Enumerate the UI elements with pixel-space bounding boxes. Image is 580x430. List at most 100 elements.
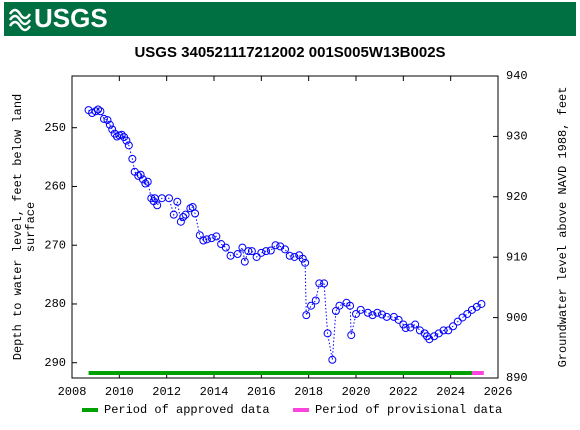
data-point	[301, 258, 310, 267]
data-point	[252, 252, 261, 261]
data-point	[91, 107, 100, 116]
data-point	[105, 120, 114, 129]
x-tick-label: 2014	[200, 385, 229, 399]
data-point	[281, 245, 289, 254]
data-point	[307, 301, 316, 310]
x-tick-label: 2024	[436, 385, 465, 399]
x-tick-label: 2012	[152, 385, 181, 399]
data-point	[221, 243, 230, 252]
data-line	[88, 108, 482, 360]
data-point	[143, 177, 152, 186]
data-point	[257, 248, 266, 257]
data-point	[266, 246, 275, 255]
data-point	[103, 116, 112, 125]
legend-label: Period of provisional data	[315, 403, 502, 417]
y2-tick-label: 900	[506, 311, 528, 325]
y-axis-label: Depth to water level, feet below land su…	[11, 94, 38, 360]
y-tick-label: 290	[44, 356, 66, 370]
data-point	[290, 252, 299, 261]
data-point	[347, 331, 356, 340]
data-point	[199, 236, 208, 245]
data-point	[346, 301, 355, 310]
y-tick-label: 280	[44, 297, 66, 311]
y2-tick-label: 910	[506, 250, 528, 264]
data-point	[244, 247, 253, 256]
x-tick-label: 2022	[389, 385, 418, 399]
data-point	[394, 315, 403, 324]
data-point	[212, 232, 221, 241]
data-point	[233, 250, 242, 259]
x-tick-label: 2020	[342, 385, 371, 399]
x-tick-label: 2016	[247, 385, 276, 399]
data-point	[207, 234, 216, 243]
data-point	[477, 299, 486, 308]
data-point	[328, 355, 337, 364]
x-tick-label: 2018	[294, 385, 323, 399]
data-point	[240, 257, 249, 266]
y2-tick-label: 920	[506, 190, 528, 204]
data-point	[176, 217, 185, 226]
data-point	[401, 324, 410, 333]
y-label-line: surface	[24, 202, 38, 252]
y2-tick-label: 940	[506, 69, 528, 83]
data-point	[368, 311, 377, 320]
y-label-line: Depth to water level, feet below land	[11, 94, 25, 360]
data-point	[226, 251, 235, 260]
data-point	[315, 279, 324, 288]
data-point	[298, 254, 307, 263]
data-point	[311, 296, 320, 305]
data-point	[444, 326, 453, 335]
data-point	[141, 179, 150, 188]
data-point	[449, 322, 458, 331]
data-point	[247, 247, 256, 256]
data-point	[320, 279, 329, 288]
data-point	[323, 329, 332, 338]
x-tick-label: 2010	[105, 385, 134, 399]
data-point	[117, 130, 126, 139]
header-bar	[4, 2, 576, 36]
data-point	[173, 197, 182, 206]
x-tick-label: 2026	[484, 385, 513, 399]
x-tick-label: 2008	[58, 385, 87, 399]
logo: USGS	[34, 3, 108, 33]
y2-tick-label: 930	[506, 130, 528, 144]
data-point	[439, 326, 448, 335]
y2-axis-label: Groundwater level above NAVD 1988, feet	[556, 87, 570, 368]
chart-title: USGS 340521117212002 001S005W13B002S	[134, 44, 445, 61]
plot-frame	[71, 75, 499, 379]
data-point	[136, 170, 145, 179]
data-point	[153, 201, 162, 210]
data-point	[169, 210, 178, 219]
data-point	[96, 107, 105, 116]
data-point	[453, 317, 462, 326]
data-point	[191, 209, 200, 218]
data-point	[202, 235, 211, 244]
data-point	[94, 105, 103, 114]
data-point	[165, 194, 174, 203]
data-point	[411, 320, 420, 329]
y-tick-label: 270	[44, 238, 66, 252]
data-point	[352, 309, 360, 318]
data-point	[285, 251, 294, 260]
data-point	[179, 213, 188, 222]
data-point	[335, 301, 344, 310]
logo-icon	[8, 8, 32, 32]
data-point	[463, 309, 472, 318]
data-point	[271, 241, 280, 250]
data-point	[238, 243, 247, 252]
data-point	[363, 308, 372, 317]
data-point	[373, 308, 382, 317]
data-point	[262, 247, 271, 256]
data-point	[124, 141, 133, 150]
y2-tick-label: 890	[506, 371, 528, 385]
y-tick-label: 260	[44, 180, 66, 194]
data-point	[122, 136, 131, 145]
data-point	[302, 311, 311, 320]
data-point	[128, 154, 137, 163]
data-point	[139, 175, 147, 184]
y-tick-label: 250	[44, 121, 66, 135]
legend-label: Period of approved data	[104, 403, 270, 417]
data-point	[99, 114, 108, 123]
data-point	[108, 125, 117, 134]
